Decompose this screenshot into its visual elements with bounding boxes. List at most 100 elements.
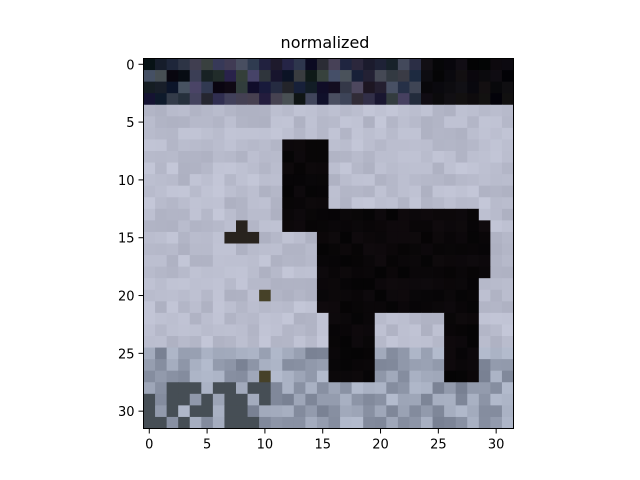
heatmap-cell	[259, 231, 272, 244]
heatmap-cell	[444, 370, 457, 383]
heatmap-cell	[340, 278, 353, 291]
heatmap-cell	[201, 255, 214, 268]
heatmap-cell	[155, 81, 168, 94]
heatmap-cell	[259, 208, 272, 221]
heatmap-cell	[490, 208, 503, 221]
heatmap-cell	[270, 405, 283, 418]
heatmap-cell	[224, 278, 237, 291]
heatmap-cell	[270, 185, 283, 198]
heatmap-cell	[455, 347, 468, 360]
heatmap-cell	[490, 116, 503, 129]
heatmap-cell	[178, 359, 191, 372]
heatmap-cell	[259, 185, 272, 198]
heatmap-cell	[212, 416, 225, 429]
heatmap-cell	[397, 174, 410, 187]
heatmap-cell	[478, 220, 491, 233]
heatmap-cell	[155, 70, 168, 83]
heatmap-cell	[155, 324, 168, 337]
heatmap-cell	[212, 151, 225, 163]
heatmap-cell	[178, 405, 191, 418]
heatmap-cell	[340, 336, 353, 348]
heatmap-cell	[421, 359, 433, 372]
heatmap-cell	[212, 197, 225, 210]
heatmap-cell	[166, 266, 179, 279]
heatmap-cell	[224, 93, 237, 106]
heatmap-cell	[143, 174, 156, 187]
heatmap-cell	[363, 405, 376, 418]
heatmap-cell	[247, 220, 260, 233]
heatmap-cell	[259, 336, 272, 348]
heatmap-cell	[363, 382, 376, 395]
heatmap-cell	[478, 324, 491, 337]
heatmap-cell	[316, 347, 329, 360]
heatmap-cell	[397, 405, 410, 418]
heatmap-cell	[247, 382, 260, 395]
heatmap-cell	[386, 266, 399, 279]
heatmap-cell	[259, 127, 272, 140]
heatmap-cell	[374, 151, 387, 163]
heatmap-cell	[444, 255, 457, 268]
heatmap-cell	[166, 139, 179, 152]
heatmap-cell	[166, 231, 179, 244]
heatmap-cell	[409, 93, 422, 106]
y-tick-label: 25	[118, 347, 135, 362]
heatmap-cell	[409, 336, 422, 348]
heatmap-cell	[178, 278, 191, 291]
heatmap-cell	[409, 312, 422, 325]
heatmap-cell	[490, 324, 503, 337]
heatmap-cell	[455, 185, 468, 198]
heatmap-cell	[397, 93, 410, 106]
heatmap-cell	[293, 116, 306, 129]
heatmap-cell	[340, 324, 353, 337]
heatmap-cell	[212, 393, 225, 406]
heatmap-cell	[201, 347, 214, 360]
heatmap-cell	[374, 81, 387, 94]
heatmap-cell	[328, 359, 341, 372]
heatmap-cell	[363, 220, 376, 233]
heatmap-cell	[363, 151, 376, 163]
heatmap-cell	[467, 231, 480, 244]
heatmap-cell	[467, 359, 480, 372]
heatmap-cell	[236, 405, 248, 418]
heatmap-cell	[444, 93, 457, 106]
heatmap-cell	[328, 127, 341, 140]
heatmap-cell	[189, 116, 202, 129]
heatmap-cell	[467, 220, 480, 233]
heatmap-cell	[293, 197, 306, 210]
heatmap-cell	[305, 208, 318, 221]
heatmap-cell	[282, 139, 295, 152]
heatmap-cell	[212, 370, 225, 383]
heatmap-cell	[374, 347, 387, 360]
heatmap-cell	[386, 278, 399, 291]
heatmap-cell	[351, 220, 364, 233]
heatmap-cell	[501, 301, 514, 314]
heatmap-cell	[340, 347, 353, 360]
heatmap-cell	[363, 93, 376, 106]
heatmap-cell	[247, 393, 260, 406]
heatmap-cell	[316, 185, 329, 198]
heatmap-cell	[155, 220, 168, 233]
heatmap-cell	[224, 370, 237, 383]
heatmap-cell	[501, 266, 514, 279]
heatmap-cell	[155, 174, 168, 187]
heatmap-cell	[351, 324, 364, 337]
heatmap-cell	[478, 231, 491, 244]
heatmap-cell	[143, 301, 156, 314]
heatmap-cell	[282, 58, 295, 71]
heatmap-cell	[386, 174, 399, 187]
heatmap-cell	[409, 405, 422, 418]
heatmap-cell	[224, 116, 237, 129]
heatmap-cell	[259, 116, 272, 129]
heatmap-cell	[259, 382, 272, 395]
heatmap-cell	[143, 312, 156, 325]
heatmap-cell	[155, 93, 168, 106]
heatmap-cell	[293, 370, 306, 383]
heatmap-cell	[421, 197, 433, 210]
heatmap-cell	[201, 139, 214, 152]
heatmap-cell	[282, 127, 295, 140]
heatmap-cell	[421, 278, 433, 291]
heatmap-cell	[444, 185, 457, 198]
heatmap-cell	[201, 416, 214, 429]
heatmap-cell	[432, 81, 445, 94]
y-tick-label: 20	[118, 290, 135, 305]
